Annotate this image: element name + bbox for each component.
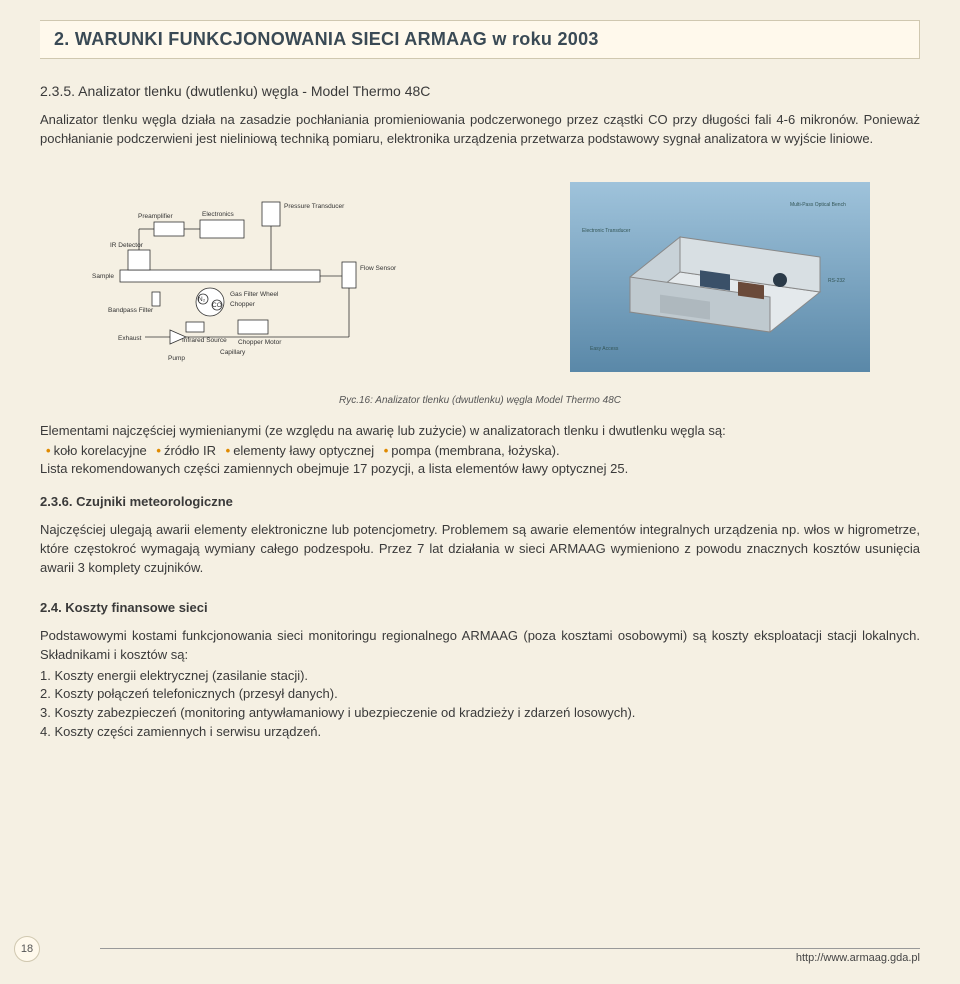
svg-text:Infrared Source: Infrared Source — [182, 337, 227, 344]
svg-text:Capillary: Capillary — [220, 349, 246, 356]
page-header: 2. WARUNKI FUNKCJONOWANIA SIECI ARMAAG w… — [40, 20, 920, 59]
svg-text:Chopper: Chopper — [230, 301, 256, 308]
elements-bullets: •koło korelacyjne •źródło IR •elementy ł… — [40, 443, 920, 458]
svg-text:Flow Sensor: Flow Sensor — [360, 265, 397, 272]
svg-text:Electronics: Electronics — [202, 211, 235, 218]
svg-text:Pressure Transducer: Pressure Transducer — [284, 203, 345, 210]
svg-text:Sample: Sample — [92, 273, 114, 280]
bullet-icon: • — [384, 443, 389, 458]
cost-item-1: 1. Koszty energii elektrycznej (zasilani… — [40, 667, 920, 686]
footer-url: http://www.armaag.gda.pl — [100, 948, 920, 964]
svg-text:Preamplifier: Preamplifier — [138, 213, 174, 220]
page-title: 2. WARUNKI FUNKCJONOWANIA SIECI ARMAAG w… — [54, 29, 905, 50]
section-235-heading: 2.3.5. Analizator tlenku (dwutlenku) węg… — [40, 83, 920, 99]
section-236-paragraph: Najczęściej ulegają awarii elementy elek… — [40, 521, 920, 578]
schematic-diagram: .lbl { font: 6.5px Arial; fill:#333; } .… — [90, 182, 470, 372]
bullet-icon: • — [46, 443, 51, 458]
elements-intro: Elementami najczęściej wymienianymi (ze … — [40, 422, 920, 441]
device-photo: Multi-Pass Optical Bench Electronic Tran… — [570, 182, 870, 372]
svg-text:Multi-Pass Optical Bench: Multi-Pass Optical Bench — [790, 202, 846, 208]
figure-row: .lbl { font: 6.5px Arial; fill:#333; } .… — [40, 167, 920, 387]
section-236-heading: 2.3.6. Czujniki meteorologiczne — [40, 494, 920, 509]
cost-item-3: 3. Koszty zabezpieczeń (monitoring antyw… — [40, 704, 920, 723]
bullet-icon: • — [226, 443, 231, 458]
cost-item-2: 2. Koszty połączeń telefonicznych (przes… — [40, 685, 920, 704]
svg-text:CO: CO — [212, 302, 222, 309]
section-24-intro: Podstawowymi kostami funkcjonowania siec… — [40, 627, 920, 665]
svg-text:Electronic Transducer: Electronic Transducer — [582, 228, 631, 234]
figure-caption: Ryc.16: Analizator tlenku (dwutlenku) wę… — [40, 395, 920, 406]
svg-text:Pump: Pump — [168, 355, 185, 362]
section-235-paragraph: Analizator tlenku węgla działa na zasadz… — [40, 111, 920, 149]
cost-item-4: 4. Koszty części zamiennych i serwisu ur… — [40, 723, 920, 742]
section-24-heading: 2.4. Koszty finansowe sieci — [40, 600, 920, 615]
svg-text:Bandpass Filter: Bandpass Filter — [108, 307, 154, 314]
svg-text:Easy Access: Easy Access — [590, 346, 619, 352]
bullet-icon: • — [156, 443, 161, 458]
svg-text:N₂: N₂ — [198, 296, 206, 303]
svg-text:Gas Filter Wheel: Gas Filter Wheel — [230, 291, 279, 298]
svg-text:RS-232: RS-232 — [828, 278, 845, 284]
page-number: 18 — [14, 936, 40, 962]
svg-text:Chopper Motor: Chopper Motor — [238, 339, 282, 346]
svg-text:Exhaust: Exhaust — [118, 335, 142, 342]
elements-outro: Lista rekomendowanych części zamiennych … — [40, 460, 920, 479]
